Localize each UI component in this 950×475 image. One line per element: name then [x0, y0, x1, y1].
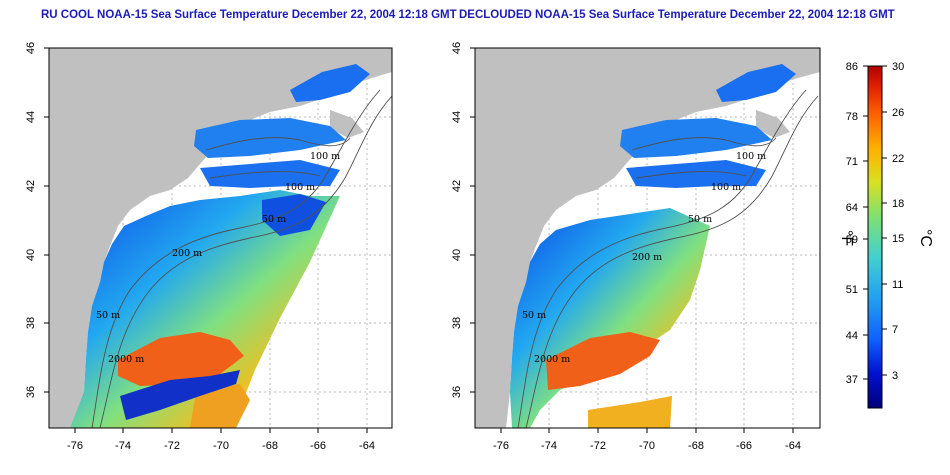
- contour-label-50m: 50 m: [262, 214, 286, 225]
- lat-tick-left-2: 42: [25, 180, 37, 192]
- lat-tick-right-3: 40: [451, 249, 463, 261]
- lat-tick-right-5: 36: [451, 386, 463, 398]
- lat-tick-right-4: 38: [451, 317, 463, 329]
- lat-tick-left-0: 46: [25, 42, 37, 54]
- lat-tick-left-4: 38: [25, 317, 37, 329]
- colorbar-f-tick-3: 64: [846, 202, 858, 214]
- isobaths-left: [91, 89, 392, 428]
- colorbar-c-tick-6: 7: [892, 324, 898, 336]
- lat-tick-left-1: 44: [25, 111, 37, 123]
- lon-tick-left-5: -66: [310, 440, 326, 452]
- contour-label-50m-south-right: 50 m: [522, 310, 546, 321]
- land-right: [475, 48, 820, 428]
- colorbar-f-tick-2: 71: [846, 156, 858, 168]
- map-right: 100 m 100 m 50 m 200 m 50 m 2000 m: [475, 48, 820, 428]
- lon-tick-right-1: -74: [541, 440, 557, 452]
- lat-tick-left-3: 40: [25, 249, 37, 261]
- lon-tick-left-0: -76: [67, 440, 83, 452]
- colorbar-fahrenheit-label: °F: [838, 230, 855, 246]
- contour-label-100m-b: 100 m: [285, 182, 315, 193]
- colorbar-c-tick-7: 3: [892, 370, 898, 382]
- land-left: [49, 48, 392, 428]
- lon-axis-right: [500, 428, 794, 433]
- colorbar-f-tick-6: 44: [846, 330, 858, 342]
- colorbar: [867, 65, 883, 409]
- lat-tick-right-0: 46: [451, 42, 463, 54]
- contour-label-200m: 200 m: [172, 248, 202, 259]
- map-left: 100 m 100 m 50 m 200 m 50 m 2000 m: [49, 48, 392, 428]
- colorbar-f-tick-5: 51: [846, 284, 858, 296]
- lon-tick-right-4: -68: [688, 440, 704, 452]
- lat-tick-left-5: 36: [25, 386, 37, 398]
- lon-tick-right-2: -72: [590, 440, 606, 452]
- lon-tick-right-0: -76: [493, 440, 509, 452]
- title-left: RU COOL NOAA-15 Sea Surface Temperature …: [41, 9, 457, 21]
- colorbar-c-tick-5: 11: [892, 279, 903, 291]
- colorbar-f-tick-7: 37: [846, 374, 858, 386]
- colorbar-f-tick-4: 59: [846, 234, 858, 246]
- contour-label-50m-right: 50 m: [688, 214, 712, 225]
- contour-label-100m-a-right: 100 m: [736, 151, 766, 162]
- lat-axis-left: [44, 47, 49, 393]
- lon-tick-left-4: -68: [262, 440, 278, 452]
- lat-axis-right: [470, 47, 475, 393]
- lon-tick-right-3: -70: [639, 440, 655, 452]
- lat-tick-right-1: 44: [451, 111, 463, 123]
- colorbar-f-tick-0: 86: [846, 61, 858, 73]
- contour-label-2000m: 2000 m: [108, 354, 144, 365]
- colorbar-f-tick-1: 78: [846, 111, 858, 123]
- isobaths-right: [517, 89, 819, 428]
- colorbar-c-tick-1: 26: [892, 107, 904, 119]
- contour-label-100m-a: 100 m: [310, 151, 340, 162]
- colorbar-ticks: [863, 65, 887, 380]
- lon-tick-left-3: -70: [213, 440, 229, 452]
- lat-tick-right-2: 42: [451, 180, 463, 192]
- colorbar-c-tick-4: 15: [892, 233, 904, 245]
- lon-tick-left-1: -74: [115, 440, 131, 452]
- contour-label-100m-b-right: 100 m: [711, 182, 741, 193]
- colorbar-c-tick-3: 18: [892, 198, 904, 210]
- colorbar-celsius-label: °C: [917, 229, 934, 247]
- lon-tick-left-6: -64: [359, 440, 375, 452]
- lon-tick-right-5: -66: [736, 440, 752, 452]
- lon-tick-right-6: -64: [785, 440, 801, 452]
- title-right: DECLOUDED NOAA-15 Sea Surface Temperatur…: [459, 9, 895, 21]
- colorbar-c-tick-2: 22: [892, 153, 904, 165]
- contour-label-200m-right: 200 m: [632, 252, 662, 263]
- colorbar-c-tick-0: 30: [892, 61, 904, 73]
- contour-label-2000m-right: 2000 m: [534, 354, 570, 365]
- contour-label-50m-south: 50 m: [96, 310, 120, 321]
- lon-tick-left-2: -72: [164, 440, 180, 452]
- lon-axis-left: [74, 428, 368, 433]
